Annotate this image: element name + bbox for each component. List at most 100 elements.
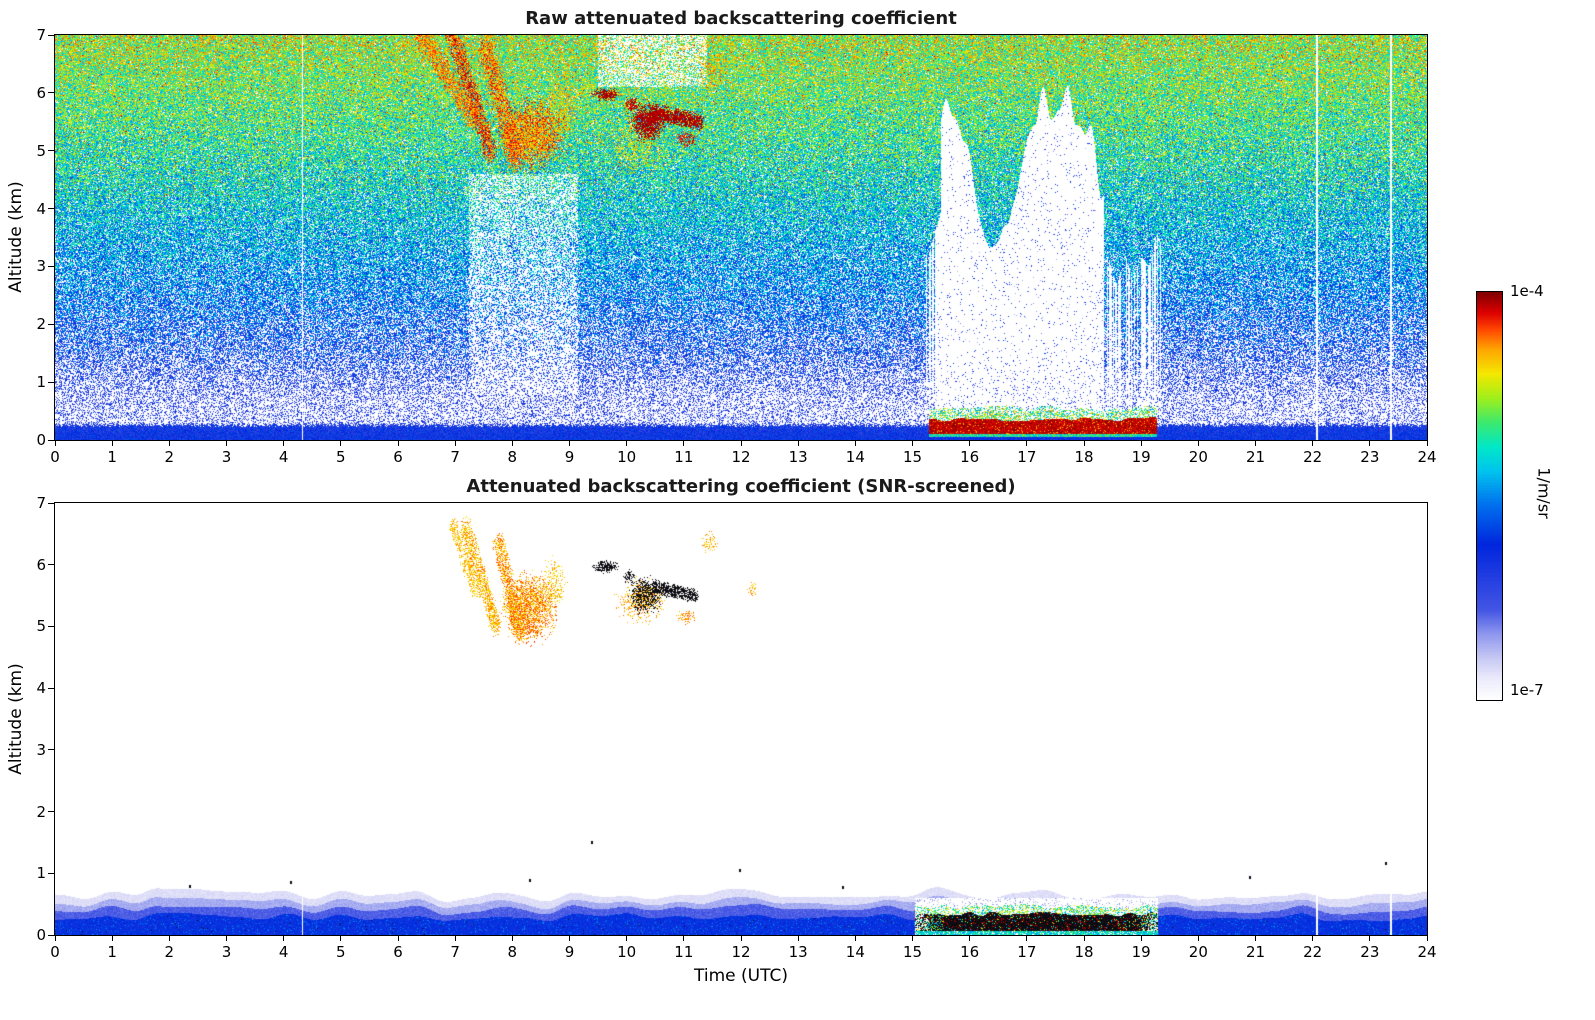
x-tick-mark [626, 440, 628, 446]
x-tick-mark [969, 440, 971, 446]
x-tick-label: 8 [507, 448, 518, 466]
x-tick-mark [54, 935, 56, 941]
y-tick-label: 4 [36, 679, 46, 698]
top-panel-ylabel: Altitude (km) [6, 181, 26, 293]
x-tick-label: 14 [845, 448, 865, 466]
x-tick-mark [1426, 935, 1428, 941]
x-tick-mark [740, 440, 742, 446]
x-tick-label: 0 [50, 943, 60, 961]
x-tick-mark [1026, 440, 1028, 446]
x-tick-label: 12 [731, 943, 751, 961]
bottom-panel-title: Attenuated backscattering coefficient (S… [466, 476, 1016, 497]
top-heatmap-canvas [55, 35, 1427, 440]
x-tick-label: 20 [1188, 448, 1208, 466]
colorbar-max-label: 1e-4 [1510, 282, 1544, 300]
x-tick-label: 2 [164, 943, 175, 961]
x-tick-label: 20 [1188, 943, 1208, 961]
x-tick-mark [283, 935, 285, 941]
x-tick-mark [683, 440, 685, 446]
x-tick-mark [1369, 440, 1371, 446]
x-tick-mark [1426, 440, 1428, 446]
y-tick-label: 1 [36, 864, 46, 883]
x-tick-label: 18 [1074, 448, 1094, 466]
x-tick-label: 23 [1360, 448, 1380, 466]
x-tick-label: 0 [50, 448, 60, 466]
x-tick-label: 9 [564, 943, 575, 961]
y-tick-label: 5 [36, 617, 46, 636]
y-tick-label: 6 [36, 555, 46, 574]
x-tick-mark [1369, 935, 1371, 941]
x-tick-label: 6 [393, 943, 403, 961]
x-tick-mark [854, 935, 856, 941]
x-tick-label: 17 [1017, 448, 1037, 466]
x-tick-mark [1083, 935, 1085, 941]
x-tick-label: 18 [1074, 943, 1094, 961]
x-tick-label: 24 [1417, 943, 1437, 961]
x-tick-mark [1255, 935, 1256, 941]
colorbar [1476, 291, 1503, 701]
x-tick-mark [111, 440, 113, 446]
x-tick-mark [569, 440, 570, 446]
x-tick-label: 22 [1303, 943, 1323, 961]
bottom-heatmap-canvas [55, 503, 1427, 935]
x-tick-label: 5 [336, 448, 346, 466]
x-tick-mark [226, 440, 227, 446]
y-tick-mark [48, 34, 54, 36]
x-tick-label: 13 [788, 943, 808, 961]
y-tick-mark [48, 749, 54, 751]
y-tick-label: 0 [36, 926, 46, 944]
y-tick-label: 6 [36, 83, 46, 102]
x-tick-label: 2 [164, 448, 175, 466]
y-tick-mark [48, 439, 54, 441]
x-tick-mark [626, 935, 628, 941]
y-tick-label: 1 [36, 373, 46, 392]
y-tick-mark [48, 811, 54, 813]
y-tick-mark [48, 92, 54, 94]
y-tick-mark [48, 872, 54, 874]
x-tick-mark [969, 935, 971, 941]
y-tick-mark [48, 934, 54, 936]
x-tick-mark [511, 440, 513, 446]
x-tick-label: 8 [507, 943, 518, 961]
x-axis-label: Time (UTC) [694, 966, 788, 986]
x-tick-label: 5 [336, 943, 346, 961]
x-tick-mark [854, 440, 856, 446]
x-tick-mark [1140, 935, 1142, 941]
x-tick-label: 11 [674, 448, 694, 466]
x-tick-mark [397, 935, 399, 941]
x-tick-label: 9 [564, 448, 575, 466]
bottom-panel-plot-area [54, 502, 1428, 936]
y-tick-mark [48, 323, 54, 325]
x-tick-label: 19 [1131, 448, 1151, 466]
x-tick-label: 16 [960, 943, 980, 961]
x-tick-mark [912, 440, 913, 446]
x-tick-label: 22 [1303, 448, 1323, 466]
x-tick-label: 10 [617, 448, 637, 466]
x-tick-mark [797, 935, 799, 941]
x-tick-mark [1140, 440, 1142, 446]
x-tick-label: 7 [450, 448, 460, 466]
y-tick-mark [48, 625, 54, 627]
y-tick-label: 7 [36, 26, 46, 44]
x-tick-label: 16 [960, 448, 980, 466]
x-tick-mark [569, 935, 570, 941]
x-tick-label: 14 [845, 943, 865, 961]
y-tick-mark [48, 381, 54, 383]
y-tick-mark [48, 502, 54, 504]
x-tick-mark [454, 935, 456, 941]
x-tick-mark [54, 440, 56, 446]
x-tick-label: 24 [1417, 448, 1437, 466]
x-tick-label: 1 [107, 943, 117, 961]
y-tick-label: 5 [36, 141, 46, 160]
x-tick-label: 12 [731, 448, 751, 466]
x-tick-label: 15 [902, 943, 923, 961]
x-tick-mark [1083, 440, 1085, 446]
x-tick-label: 4 [278, 943, 289, 961]
x-tick-mark [454, 440, 456, 446]
x-tick-mark [683, 935, 685, 941]
x-tick-label: 4 [278, 448, 289, 466]
x-tick-label: 19 [1131, 943, 1151, 961]
x-tick-label: 3 [221, 943, 232, 961]
x-tick-label: 11 [674, 943, 694, 961]
